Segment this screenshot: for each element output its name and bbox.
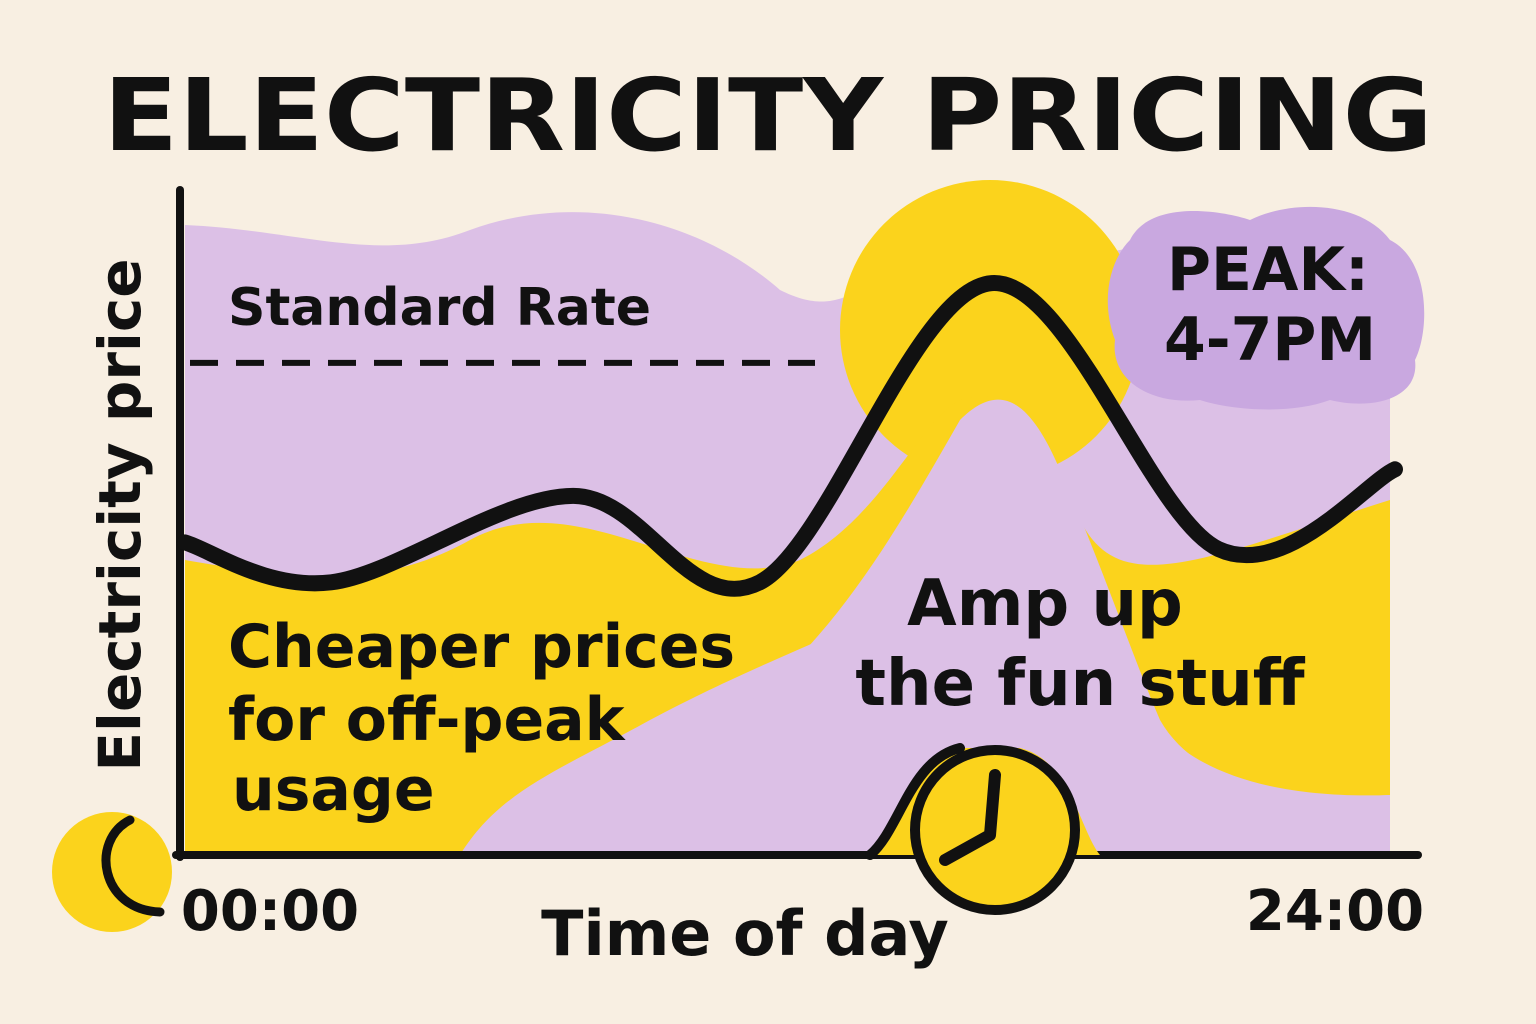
yellow-area [185,396,1390,855]
peak-label-line1: PEAK: [1167,235,1369,305]
peak-label-line2: 4-7PM [1164,305,1376,375]
x-axis-label: Time of day [541,897,949,970]
standard-rate-label: Standard Rate [228,278,651,338]
moon-icon [52,812,172,932]
purple-overlay [460,399,1390,855]
peak-fun-line1: Amp up [907,567,1183,641]
peak-sun [840,180,1140,480]
peak-bubble [1107,206,1425,410]
peak-fun-line2: the fun stuff [855,647,1305,721]
x-tick-start: 00:00 [181,879,359,944]
offpeak-text-line3: usage [232,755,435,825]
chart-title: ELECTRICITY PRICING [103,57,1433,174]
offpeak-text-line1: Cheaper prices [228,612,735,682]
offpeak-text-line2: for off-peak [228,685,627,755]
clock-icon [865,743,1100,915]
price-line [177,275,1403,597]
x-tick-end: 24:00 [1246,879,1424,944]
y-axis-label: Electricity price [86,258,154,771]
